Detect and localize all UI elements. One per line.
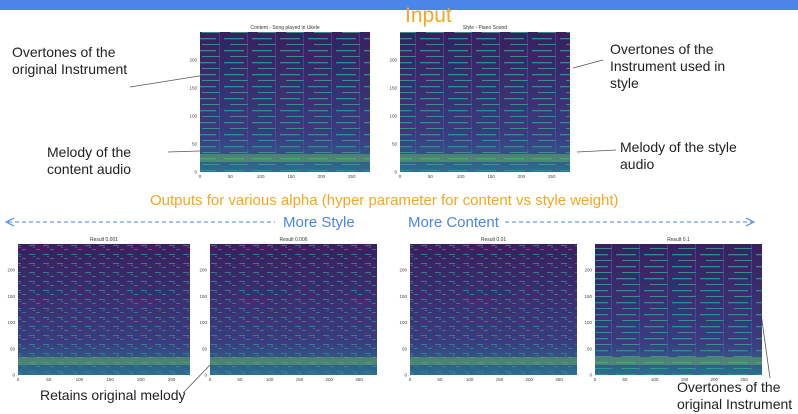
spectrogram-texture <box>200 32 370 172</box>
x-tick-label: 50 <box>437 377 443 382</box>
y-tick-label: 200 <box>7 268 15 273</box>
x-tick-label: 250 <box>740 377 748 382</box>
spectrogram-texture <box>18 244 190 375</box>
spectrogram-texture <box>400 32 570 172</box>
x-tick-label: 100 <box>257 174 265 179</box>
spectrogram-texture <box>210 244 377 375</box>
spectrogram-texture <box>410 244 577 375</box>
x-tick-label: 50 <box>237 377 243 382</box>
y-tick-label: 0 <box>589 373 592 378</box>
y-tick-label: 150 <box>399 294 407 299</box>
x-tick-label: 150 <box>296 377 304 382</box>
spectrogram: Result 0.1 0 50 100 150 200 250 0 50 100 150 200 <box>584 237 762 382</box>
y-tick-label: 50 <box>392 142 398 147</box>
x-tick-label: 50 <box>428 174 434 179</box>
slide: Input Overtones of the original Instrume… <box>0 0 798 414</box>
y-tick-label: 150 <box>7 294 15 299</box>
x-tick-label: 150 <box>106 377 114 382</box>
spectrogram: Result 0.001 0 50 100 150 200 250 0 50 100 150 200 <box>7 237 190 382</box>
x-tick-label: 100 <box>266 377 274 382</box>
y-tick-label: 100 <box>189 114 197 119</box>
spectrogram: Content - Song played in Ukele 0 50 100 150 2… <box>189 25 370 179</box>
x-tick-label: 250 <box>548 174 556 179</box>
y-tick-label: 50 <box>10 346 16 351</box>
x-tick-label: 150 <box>681 377 689 382</box>
y-tick-label: 50 <box>587 346 593 351</box>
x-tick-label: 0 <box>399 174 402 179</box>
spectrogram: Style - Piano Sound 0 50 100 150 200 250 0 50 100… <box>389 25 570 179</box>
y-tick-label: 100 <box>584 320 592 325</box>
x-tick-label: 0 <box>209 377 212 382</box>
plot-title: Result 0.1 <box>667 237 690 243</box>
y-tick-label: 50 <box>192 142 198 147</box>
x-tick-label: 200 <box>326 377 334 382</box>
spectrogram: Result 0.006 0 50 100 150 200 250 0 50 100 150 200 <box>199 237 377 382</box>
plot-title: Result 0.01 <box>481 237 507 243</box>
spectrogram: Result 0.01 0 50 100 150 200 250 0 50 100 150 200 <box>399 237 577 382</box>
y-tick-label: 50 <box>402 346 408 351</box>
x-tick-label: 0 <box>409 377 412 382</box>
x-tick-label: 150 <box>287 174 295 179</box>
x-tick-label: 200 <box>318 174 326 179</box>
x-tick-label: 200 <box>711 377 719 382</box>
y-tick-label: 150 <box>199 294 207 299</box>
plot-title: Result 0.001 <box>90 237 118 243</box>
y-tick-label: 150 <box>389 86 397 91</box>
x-tick-label: 250 <box>168 377 176 382</box>
y-tick-label: 0 <box>394 170 397 175</box>
x-tick-label: 100 <box>651 377 659 382</box>
y-tick-label: 150 <box>189 86 197 91</box>
x-tick-label: 50 <box>622 377 628 382</box>
y-tick-label: 100 <box>389 114 397 119</box>
y-tick-label: 0 <box>404 373 407 378</box>
x-tick-label: 200 <box>526 377 534 382</box>
x-tick-label: 250 <box>555 377 563 382</box>
x-tick-label: 150 <box>496 377 504 382</box>
plot-title: Content - Song played in Ukele <box>250 25 319 31</box>
y-tick-label: 0 <box>12 373 15 378</box>
x-tick-label: 200 <box>518 174 526 179</box>
x-tick-label: 50 <box>228 174 234 179</box>
y-tick-label: 100 <box>399 320 407 325</box>
x-tick-label: 250 <box>348 174 356 179</box>
y-tick-label: 200 <box>199 268 207 273</box>
x-tick-label: 0 <box>17 377 20 382</box>
x-tick-label: 100 <box>466 377 474 382</box>
spectrogram-texture <box>595 244 762 375</box>
melody-band <box>595 357 762 365</box>
melody-band <box>410 357 577 365</box>
melody-band <box>210 357 377 365</box>
y-tick-label: 200 <box>189 58 197 63</box>
figure: Content - Song played in Ukele 0 50 100 150 2… <box>0 0 798 414</box>
x-tick-label: 0 <box>199 174 202 179</box>
y-tick-label: 100 <box>7 320 15 325</box>
plot-title: Style - Piano Sound <box>463 25 507 31</box>
x-tick-label: 250 <box>355 377 363 382</box>
y-tick-label: 0 <box>204 373 207 378</box>
y-tick-label: 200 <box>399 268 407 273</box>
x-tick-label: 50 <box>46 377 52 382</box>
melody-band <box>400 154 570 162</box>
melody-band <box>200 154 370 162</box>
melody-band <box>18 357 190 365</box>
plot-title: Result 0.006 <box>279 237 307 243</box>
x-tick-label: 100 <box>76 377 84 382</box>
y-tick-label: 200 <box>389 58 397 63</box>
y-tick-label: 100 <box>199 320 207 325</box>
y-tick-label: 200 <box>584 268 592 273</box>
x-tick-label: 0 <box>594 377 597 382</box>
x-tick-label: 200 <box>137 377 145 382</box>
x-tick-label: 150 <box>487 174 495 179</box>
y-tick-label: 50 <box>202 346 208 351</box>
x-tick-label: 100 <box>457 174 465 179</box>
y-tick-label: 0 <box>194 170 197 175</box>
y-tick-label: 150 <box>584 294 592 299</box>
